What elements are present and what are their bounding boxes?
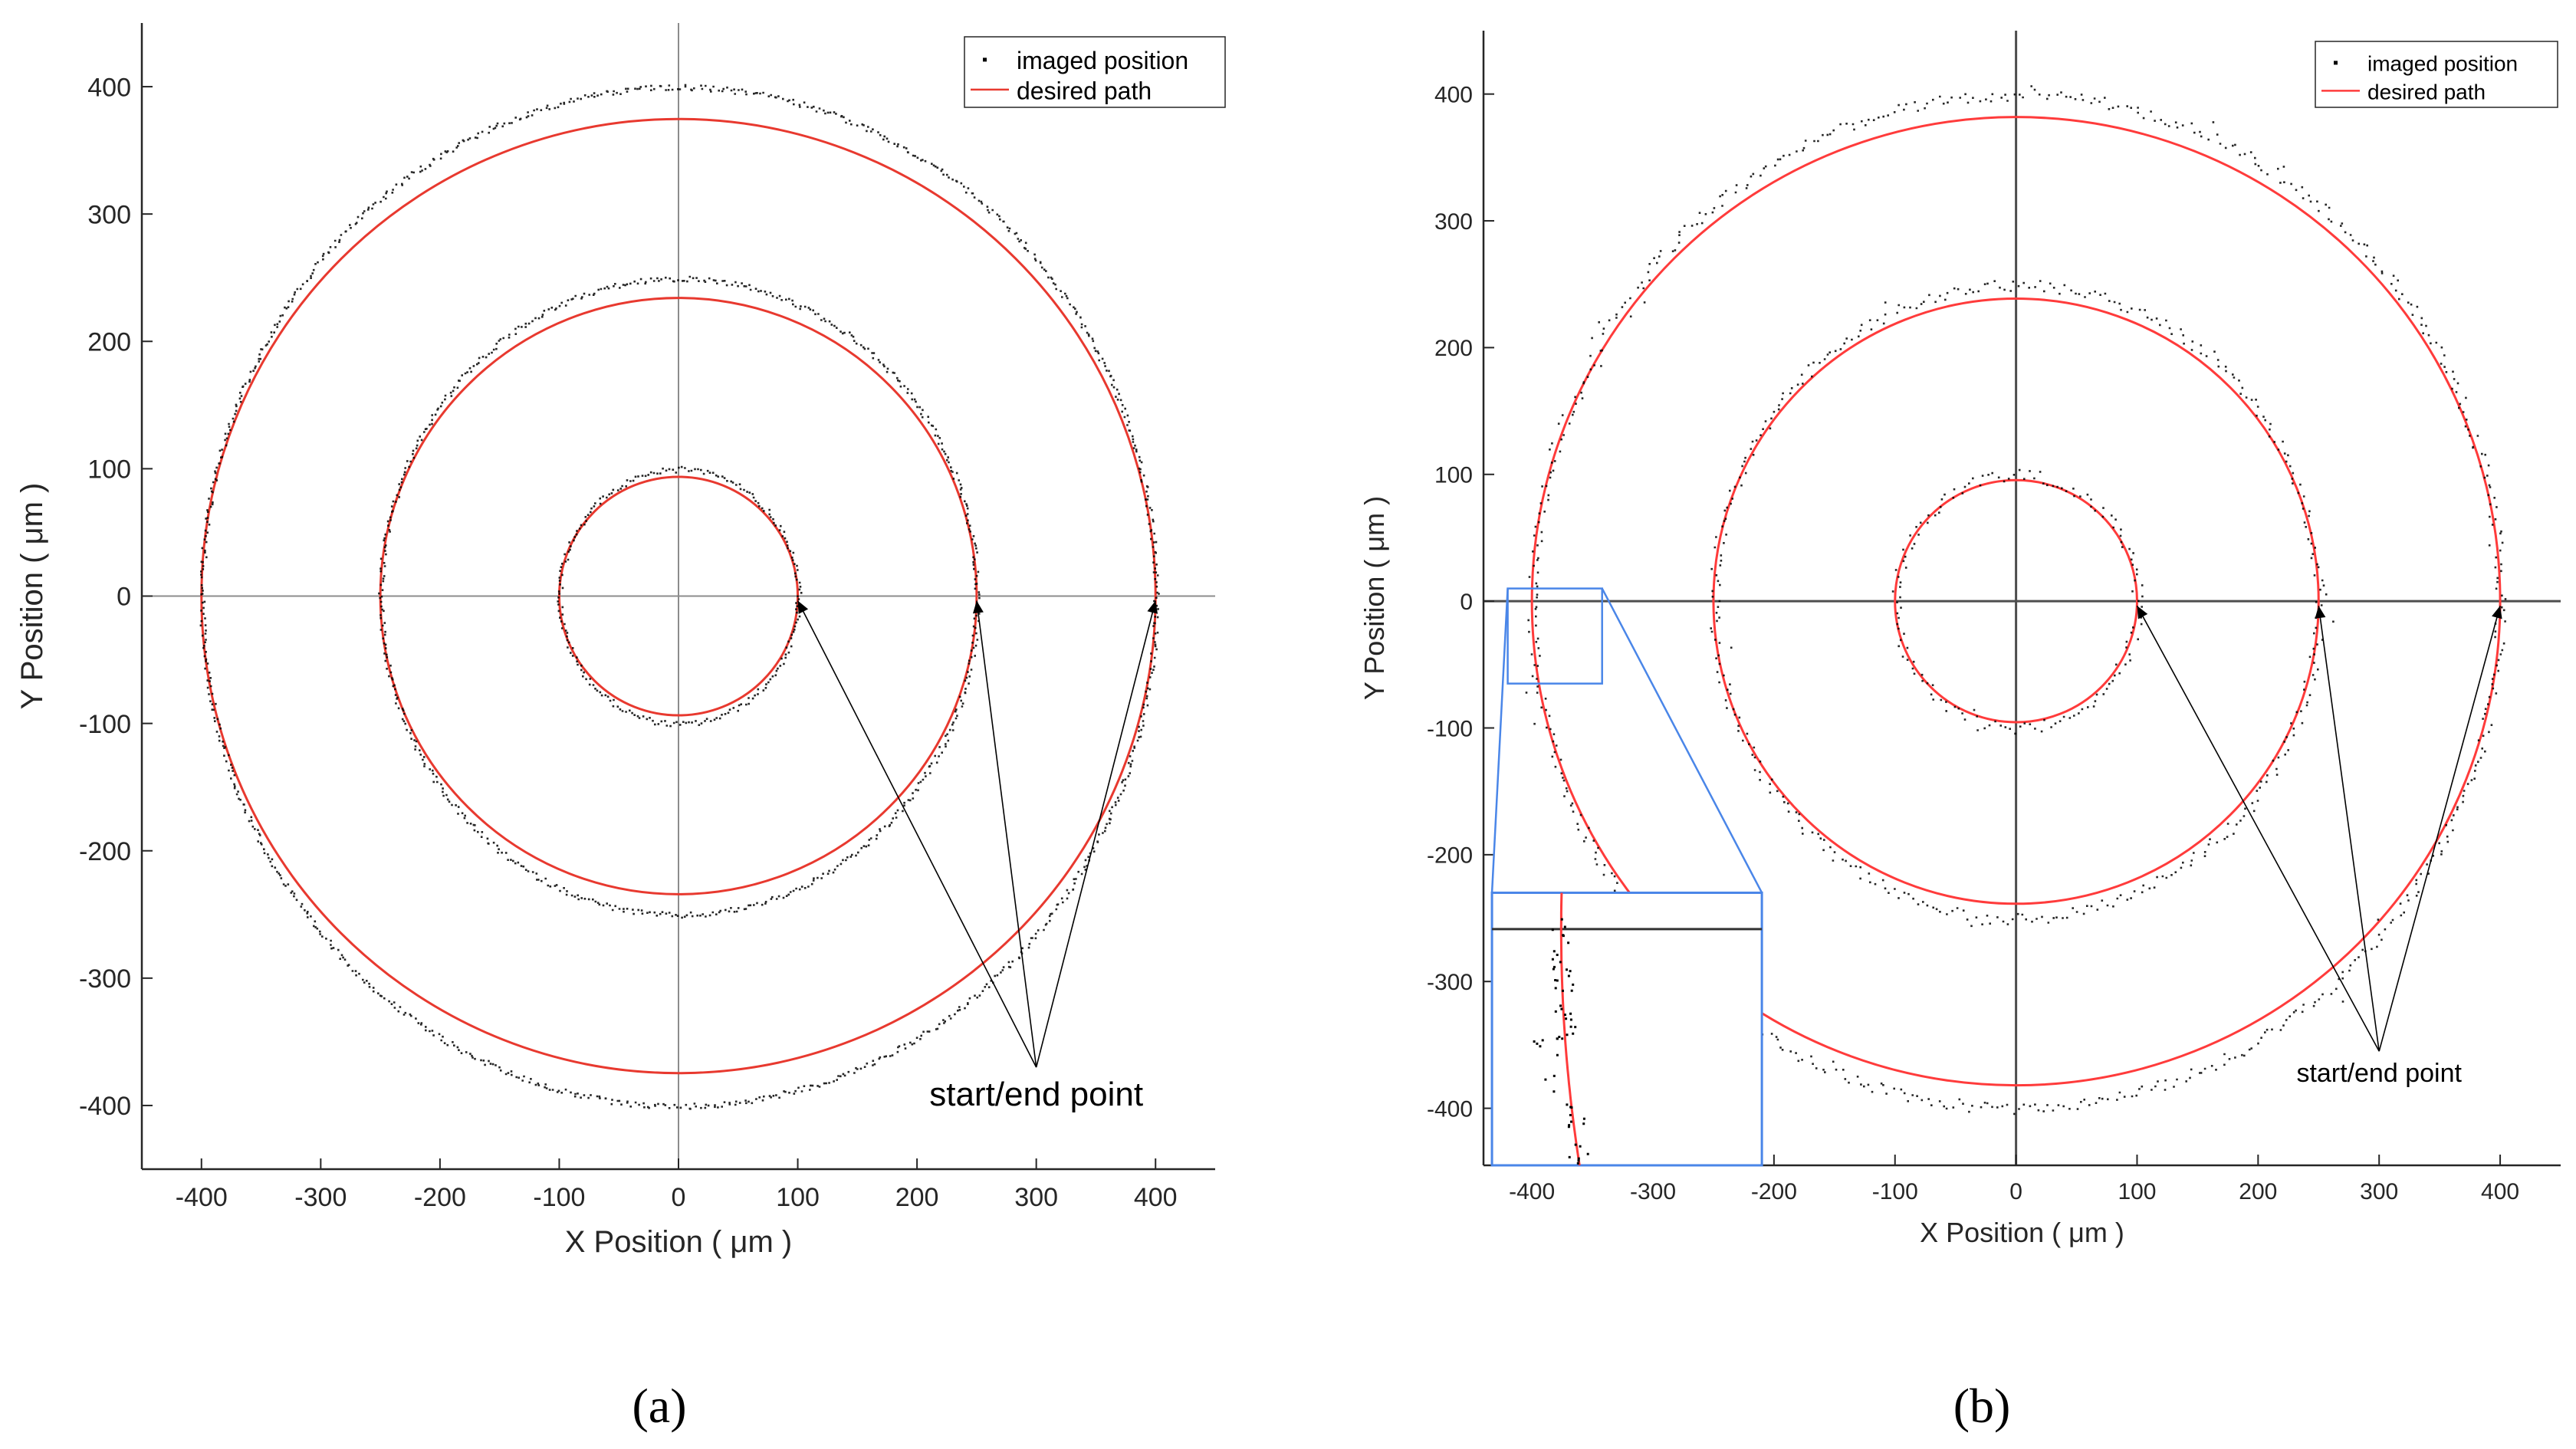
x-tick-label: -400 — [176, 1183, 228, 1212]
x-tick-label: 100 — [776, 1183, 820, 1212]
annotation-arrow-head — [2492, 606, 2502, 619]
x-tick-label: 200 — [2239, 1179, 2277, 1204]
x-tick-label: 0 — [2009, 1179, 2022, 1204]
panel-b-label: (b) — [1953, 1378, 2011, 1433]
legend-marker-points — [2334, 61, 2338, 65]
desired-path-circle — [1530, 116, 2502, 1087]
zoom-inset-frame — [1490, 891, 1763, 1167]
annotation-arrow-head — [2137, 606, 2148, 619]
x-tick-label: 400 — [2481, 1179, 2519, 1204]
legend: imaged position desired path — [964, 36, 1226, 108]
x-tick-label: -200 — [1751, 1179, 1797, 1204]
legend-box — [2315, 41, 2558, 108]
x-tick-label: 100 — [2118, 1179, 2156, 1204]
desired-path-circle — [1712, 297, 2320, 905]
annotation-arrow-line — [976, 600, 1037, 1068]
y-tick-label: 300 — [1434, 209, 1473, 235]
zoom-region-box — [1506, 587, 1603, 685]
x-tick-label: 0 — [672, 1183, 686, 1212]
x-axis-label: X Position ( μm ) — [565, 1225, 792, 1259]
x-tick-label: 200 — [895, 1183, 939, 1212]
x-axis-label: X Position ( μm ) — [1920, 1217, 2124, 1248]
legend-entry-desired-path: desired path — [2367, 80, 2486, 104]
annotation-arrow-head — [1147, 600, 1158, 614]
y-tick-label: -200 — [1427, 843, 1473, 869]
panel-b: -400 -300 -200 -100 0 100 200 300 400 -400 -300 -20… — [1359, 31, 2561, 1248]
legend-marker-points — [983, 58, 987, 62]
zoom-connector-right — [1601, 588, 1763, 894]
annotation-arrow-line — [2378, 605, 2501, 1052]
annotation-arrow-line — [2318, 606, 2380, 1052]
y-tick-label: 400 — [1434, 82, 1473, 107]
x-tick-label: -200 — [414, 1183, 466, 1212]
annotation-arrow-head — [2315, 606, 2326, 619]
y-tick-label: -100 — [79, 710, 131, 739]
panel-a: -400 -300 -200 -100 0 100 200 300 400 -400 -300 -20… — [15, 23, 1226, 1259]
y-tick-label: 200 — [87, 328, 131, 357]
y-tick-label: -300 — [1427, 970, 1473, 995]
x-tick-label: -100 — [1872, 1179, 1918, 1204]
x-tick-label: 300 — [1014, 1183, 1058, 1212]
x-tick-label: -300 — [1630, 1179, 1676, 1204]
y-axis-label: Y Position ( μm ) — [1359, 496, 1390, 700]
y-tick-label: -400 — [79, 1092, 131, 1121]
annotation-arrow-head — [972, 600, 984, 614]
desired-path-circle — [379, 297, 978, 895]
y-tick-label: -100 — [1427, 716, 1473, 741]
y-tick-label: 300 — [87, 200, 131, 229]
zoom-connector-left — [1490, 588, 1509, 893]
y-tick-label: -400 — [1427, 1096, 1473, 1122]
panel-a-label: (a) — [632, 1378, 686, 1433]
annotation-arrow-line — [797, 600, 1037, 1068]
annotation-label: start/end point — [2296, 1059, 2462, 1088]
legend-box — [964, 36, 1226, 108]
y-tick-label: 400 — [87, 73, 131, 102]
x-tick-label: -300 — [294, 1183, 347, 1212]
y-tick-label: 100 — [87, 455, 131, 485]
annotation-label: start/end point — [929, 1076, 1143, 1113]
x-tick-label: -100 — [533, 1183, 585, 1212]
legend-entry-desired-path: desired path — [1017, 77, 1152, 104]
imaged-position-points — [199, 84, 1160, 1110]
imaged-position-points — [1710, 280, 2334, 928]
annotation-arrow-line — [1035, 600, 1156, 1068]
y-tick-label: -300 — [79, 964, 131, 994]
y-tick-label: 100 — [1434, 463, 1473, 488]
x-tick-label: -400 — [1509, 1179, 1555, 1204]
y-tick-label: 200 — [1434, 336, 1473, 361]
legend: imaged position desired path — [2315, 41, 2558, 108]
annotation-arrow-line — [2136, 605, 2380, 1052]
inset-desired-path — [1559, 892, 1581, 1166]
y-tick-label: -200 — [79, 837, 131, 866]
legend-entry-imaged-position: imaged position — [2367, 51, 2518, 75]
desired-path-circle — [1894, 478, 2138, 724]
x-tick-label: 300 — [2360, 1179, 2398, 1204]
y-tick-label: 0 — [1460, 590, 1473, 615]
desired-path-circle — [200, 117, 1157, 1075]
legend-entry-imaged-position: imaged position — [1017, 47, 1188, 74]
y-tick-label: 0 — [117, 583, 131, 612]
y-axis-label: Y Position ( μm ) — [15, 483, 49, 710]
annotation-arrow-head — [797, 600, 809, 614]
x-tick-label: 400 — [1134, 1183, 1178, 1212]
